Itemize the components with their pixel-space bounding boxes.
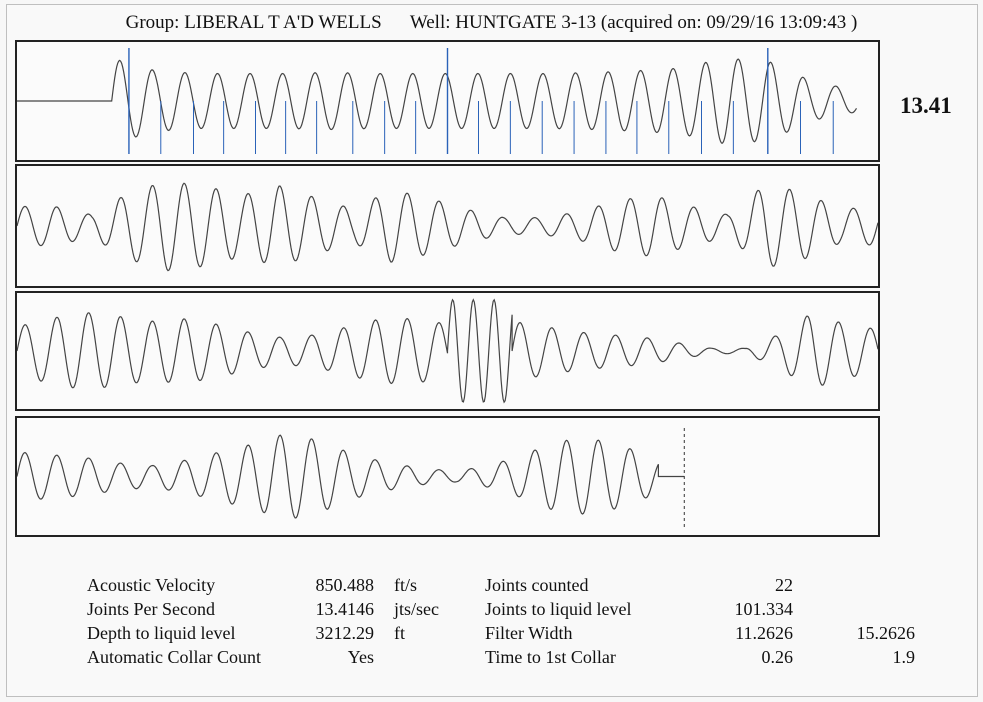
panel-1-trace [17, 58, 858, 144]
group-label: Group: [125, 12, 180, 33]
stat-value-2: 15.2626 [856, 623, 916, 643]
stat-label: Automatic Collar Count [87, 647, 261, 667]
stat-label: Joints counted [485, 575, 589, 595]
trace-panel-2 [15, 164, 880, 288]
stat-label: Joints to liquid level [485, 599, 632, 619]
trace-panel-4 [15, 416, 880, 537]
stat-label: Depth to liquid level [87, 623, 236, 643]
stat-label: Acoustic Velocity [87, 575, 216, 595]
panel-2-trace [17, 182, 878, 272]
group-name: LIBERAL T A'D WELLS [184, 12, 382, 33]
stat-value: Yes [347, 647, 374, 667]
stat-value: 13.4146 [315, 599, 375, 619]
panel-3-svg [17, 298, 878, 404]
stat-unit: ft [394, 623, 405, 643]
stat-unit: ft/s [394, 575, 418, 595]
acquired-date: (acquired on: 09/29/16 13:09:43 ) [600, 12, 858, 33]
stat-unit: jts/sec [394, 599, 439, 619]
well-name: HUNTGATE 3-13 [455, 12, 597, 33]
stat-value: 0.26 [761, 647, 794, 667]
trace-panel-1 [15, 40, 880, 162]
stats-right: Joints counted 22 Joints to liquid level 10… [485, 575, 925, 675]
stat-label: Joints Per Second [87, 599, 215, 619]
stat-value: 3212.29 [315, 623, 375, 643]
panel-2-svg [17, 182, 878, 272]
stats-left: Acoustic Velocity 850.488 ft/s Joints Per S… [87, 575, 467, 675]
panel-3-trace [17, 298, 878, 404]
panel-4-svg [17, 428, 685, 529]
stat-value: 101.334 [734, 599, 794, 619]
stat-value: 11.2626 [735, 623, 793, 643]
well-label: Well: [409, 12, 451, 33]
stat-label: Filter Width [485, 623, 573, 643]
stat-value: 850.488 [315, 575, 375, 595]
stat-value: 22 [775, 575, 793, 595]
joints-per-second-readout: 13.41 [900, 93, 952, 118]
stat-label: Time to 1st Collar [485, 647, 616, 667]
panel-4-trace [17, 434, 685, 519]
trace-panel-3 [15, 291, 880, 411]
stat-value-2: 1.9 [892, 647, 916, 667]
report-title: Group: LIBERAL T A'D WELLS Well: HUNTGAT… [0, 12, 983, 34]
panel-1-svg [17, 48, 858, 154]
